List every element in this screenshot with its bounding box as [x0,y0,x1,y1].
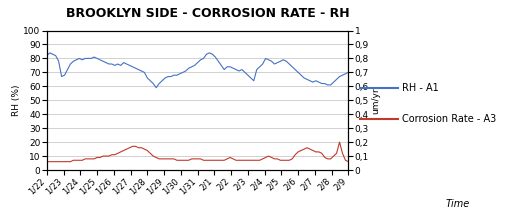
Text: BROOKLYN SIDE - CORROSION RATE - RH: BROOKLYN SIDE - CORROSION RATE - RH [66,7,350,20]
Corrosion Rate - A3 [316,151,322,153]
Corrosion Rate - A3 [336,141,343,143]
RH - A1 [153,86,159,89]
Text: Time: Time [446,199,470,209]
Y-axis label: um/yr: um/yr [372,87,381,114]
Corrosion Rate - A3 [310,149,316,152]
RH - A1 [224,65,230,68]
RH - A1 [331,81,337,83]
Corrosion Rate - A3 [319,152,325,155]
Line: RH - A1: RH - A1 [47,53,348,88]
Y-axis label: RH (%): RH (%) [11,85,20,116]
Text: RH - A1: RH - A1 [402,83,439,93]
Text: Corrosion Rate - A3: Corrosion Rate - A3 [402,114,497,124]
RH - A1 [322,82,328,85]
RH - A1 [44,54,50,57]
Corrosion Rate - A3 [126,146,133,149]
Corrosion Rate - A3 [218,159,224,162]
RH - A1 [345,71,352,74]
RH - A1 [324,84,331,86]
Corrosion Rate - A3 [345,160,352,163]
Line: Corrosion Rate - A3: Corrosion Rate - A3 [47,142,348,162]
Corrosion Rate - A3 [324,158,331,160]
RH - A1 [47,51,53,54]
Corrosion Rate - A3 [44,160,50,163]
RH - A1 [316,81,322,83]
RH - A1 [129,65,136,68]
